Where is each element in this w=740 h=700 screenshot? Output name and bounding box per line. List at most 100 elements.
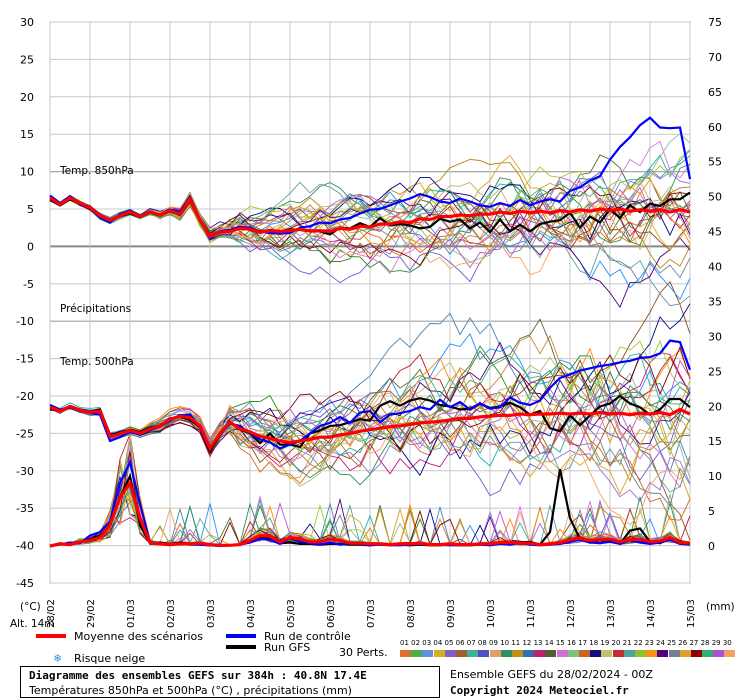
pert-swatch xyxy=(422,650,434,657)
left-tick-label: -20 xyxy=(16,390,34,403)
member-t500-line xyxy=(49,341,691,455)
pert-swatch xyxy=(455,650,467,657)
right-tick-label: 10 xyxy=(708,470,722,483)
pert-swatch xyxy=(679,650,691,657)
legend-gfs-swatch xyxy=(226,645,256,649)
right-axis-unit: (mm) xyxy=(706,601,735,613)
right-tick-label: 60 xyxy=(708,121,722,134)
pert-swatch xyxy=(601,650,613,657)
right-tick-label: 50 xyxy=(708,191,722,204)
copyright: Copyright 2024 Meteociel.fr xyxy=(450,684,629,697)
date-tick-label: 09/03 xyxy=(446,599,457,628)
pert-swatch xyxy=(668,650,680,657)
perts-numbers: 01 02 03 04 05 06 07 08 09 10 11 12 13 1… xyxy=(400,639,732,647)
right-tick-label: 15 xyxy=(708,435,722,448)
legend-control-swatch xyxy=(226,634,256,638)
pert-swatch xyxy=(511,650,523,657)
pert-swatch xyxy=(433,650,445,657)
right-tick-label: 40 xyxy=(708,261,722,274)
pert-swatch xyxy=(556,650,568,657)
left-tick-label: 25 xyxy=(20,53,34,66)
legend-gfs-label: Run GFS xyxy=(264,641,311,654)
date-tick-label: 03/03 xyxy=(206,599,217,628)
left-tick-label: -40 xyxy=(16,540,34,553)
member-t850-line xyxy=(49,179,691,247)
right-tick-label: 70 xyxy=(708,51,722,64)
date-tick-label: 04/03 xyxy=(246,599,257,628)
pert-swatch xyxy=(467,650,479,657)
member-t500-line xyxy=(49,404,691,526)
right-tick-label: 75 xyxy=(708,16,722,29)
main-series xyxy=(49,116,692,548)
pert-swatch xyxy=(713,650,725,657)
legend-control-label: Run de contrôle xyxy=(264,630,351,643)
right-tick-label: 5 xyxy=(708,505,715,518)
left-tick-label: -30 xyxy=(16,465,34,478)
panel-label-t850: Temp. 850hPa xyxy=(59,165,134,177)
legend-mean-swatch xyxy=(36,634,66,638)
right-tick-label: 30 xyxy=(708,330,722,343)
left-tick-label: 20 xyxy=(20,91,34,104)
run-info: Ensemble GEFS du 28/02/2024 - 00Z xyxy=(450,668,653,681)
chart-grid xyxy=(49,21,691,584)
date-tick-label: 13/03 xyxy=(606,599,617,628)
date-tick-label: 12/03 xyxy=(566,599,577,628)
pert-swatch xyxy=(523,650,535,657)
pert-swatch xyxy=(579,650,590,657)
left-tick-label: -35 xyxy=(16,502,34,515)
perts-swatches xyxy=(400,650,736,657)
date-tick-label: 15/03 xyxy=(686,599,697,628)
legend-snow-label: Risque neige xyxy=(74,652,146,665)
date-tick-label: 06/03 xyxy=(326,599,337,628)
left-tick-label: 10 xyxy=(20,166,34,179)
pert-swatch xyxy=(411,650,423,657)
panel-label-t500: Temp. 500hPa xyxy=(59,356,134,368)
left-tick-label: -25 xyxy=(16,427,34,440)
member-t500-line xyxy=(49,347,691,449)
footer-box: Diagramme des ensembles GEFS sur 384h : … xyxy=(20,666,440,698)
chart-axes: 302520151050-5-10-15-20-25-30-35-40-4575… xyxy=(16,16,722,628)
pert-swatch xyxy=(478,650,490,657)
pert-swatch xyxy=(400,650,411,657)
left-tick-label: -10 xyxy=(16,315,34,328)
mean-t500-line xyxy=(49,404,691,452)
pert-swatch xyxy=(702,650,714,657)
panel-label-precip: Précipitations xyxy=(60,303,131,315)
pert-swatch xyxy=(567,650,579,657)
left-axis-unit: (°C) xyxy=(20,601,41,613)
footer-title: Diagramme des ensembles GEFS sur 384h : … xyxy=(29,669,367,682)
right-tick-label: 45 xyxy=(708,226,722,239)
left-tick-label: 0 xyxy=(27,240,34,253)
member-t500-line xyxy=(49,400,691,507)
right-tick-label: 55 xyxy=(708,156,722,169)
pert-swatch xyxy=(545,650,557,657)
pert-swatch xyxy=(500,650,512,657)
date-tick-label: 14/03 xyxy=(646,599,657,628)
legend-mean-label: Moyenne des scénarios xyxy=(74,630,203,643)
right-tick-label: 65 xyxy=(708,86,722,99)
date-tick-label: 05/03 xyxy=(286,599,297,628)
pert-swatch xyxy=(623,650,635,657)
mean-precip-line xyxy=(49,479,691,548)
date-tick-label: 28/02 xyxy=(46,599,57,628)
left-tick-label: 15 xyxy=(20,128,34,141)
date-tick-label: 10/03 xyxy=(486,599,497,628)
right-tick-label: 20 xyxy=(708,400,722,413)
date-tick-label: 02/03 xyxy=(166,599,177,628)
pert-swatch xyxy=(646,650,658,657)
pert-swatch xyxy=(634,650,646,657)
date-tick-label: 07/03 xyxy=(366,599,377,628)
pert-swatch xyxy=(489,650,501,657)
left-tick-label: 5 xyxy=(27,203,34,216)
right-tick-label: 35 xyxy=(708,295,722,308)
right-tick-label: 0 xyxy=(708,540,715,553)
pert-swatch xyxy=(657,650,669,657)
mean-t850-line xyxy=(49,195,691,239)
pert-swatch xyxy=(612,650,624,657)
right-tick-label: 25 xyxy=(708,365,722,378)
pert-swatch xyxy=(534,650,546,657)
left-tick-label: -15 xyxy=(16,353,34,366)
altitude-label: Alt. 14m xyxy=(10,618,54,630)
date-tick-label: 29/02 xyxy=(86,599,97,628)
